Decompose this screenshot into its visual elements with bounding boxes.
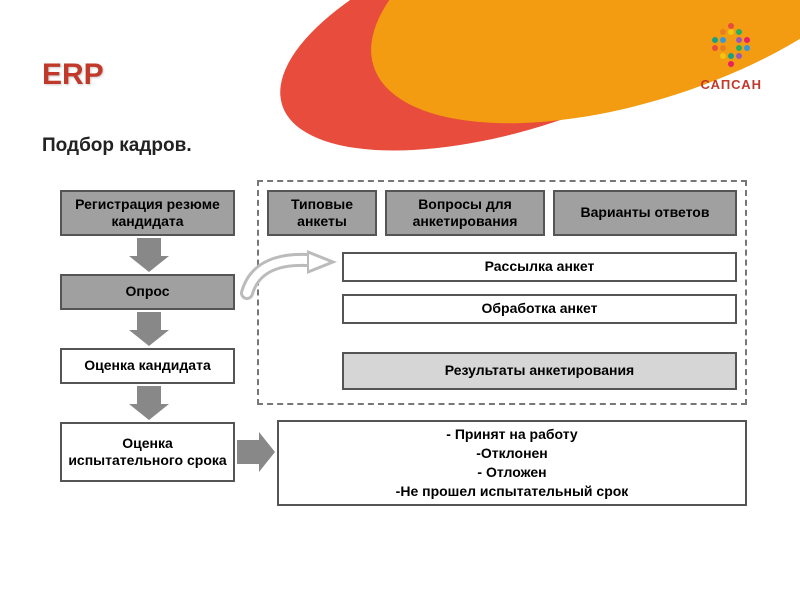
outcome-line: -Отклонен bbox=[279, 444, 745, 463]
logo-text: САПСАН bbox=[701, 77, 762, 92]
outcome-line: - Отложен bbox=[279, 463, 745, 482]
arrow-head-icon bbox=[129, 404, 169, 420]
node-templates: Типовые анкеты bbox=[267, 190, 377, 236]
outcome-line: - Принят на работу bbox=[279, 425, 745, 444]
node-probation: Оценка испытательного срока bbox=[60, 422, 235, 482]
curved-arrow-icon bbox=[237, 248, 347, 308]
arrow-down-icon bbox=[137, 238, 161, 256]
arrow-right-head-icon bbox=[259, 432, 275, 472]
node-distribution: Рассылка анкет bbox=[342, 252, 737, 282]
node-evaluation: Оценка кандидата bbox=[60, 348, 235, 384]
arrow-head-icon bbox=[129, 330, 169, 346]
node-answers: Варианты ответов bbox=[553, 190, 737, 236]
brand-logo: САПСАН bbox=[701, 20, 762, 92]
flowchart-diagram: Регистрация резюме кандидата Опрос Оценк… bbox=[42, 180, 758, 580]
node-outcomes: - Принят на работу -Отклонен - Отложен -… bbox=[277, 420, 747, 506]
node-results: Результаты анкетирования bbox=[342, 352, 737, 390]
arrow-down-icon bbox=[137, 312, 161, 330]
page-title: ERP bbox=[42, 58, 104, 92]
node-processing: Обработка анкет bbox=[342, 294, 737, 324]
page-subtitle: Подбор кадров. bbox=[42, 135, 192, 157]
arrow-right-icon bbox=[237, 440, 259, 464]
node-registration: Регистрация резюме кандидата bbox=[60, 190, 235, 236]
node-survey: Опрос bbox=[60, 274, 235, 310]
node-questions: Вопросы для анкетирования bbox=[385, 190, 545, 236]
outcome-line: -Не прошел испытательный срок bbox=[279, 482, 745, 501]
arrow-head-icon bbox=[129, 256, 169, 272]
arrow-down-icon bbox=[137, 386, 161, 404]
logo-dots-icon bbox=[701, 20, 761, 70]
